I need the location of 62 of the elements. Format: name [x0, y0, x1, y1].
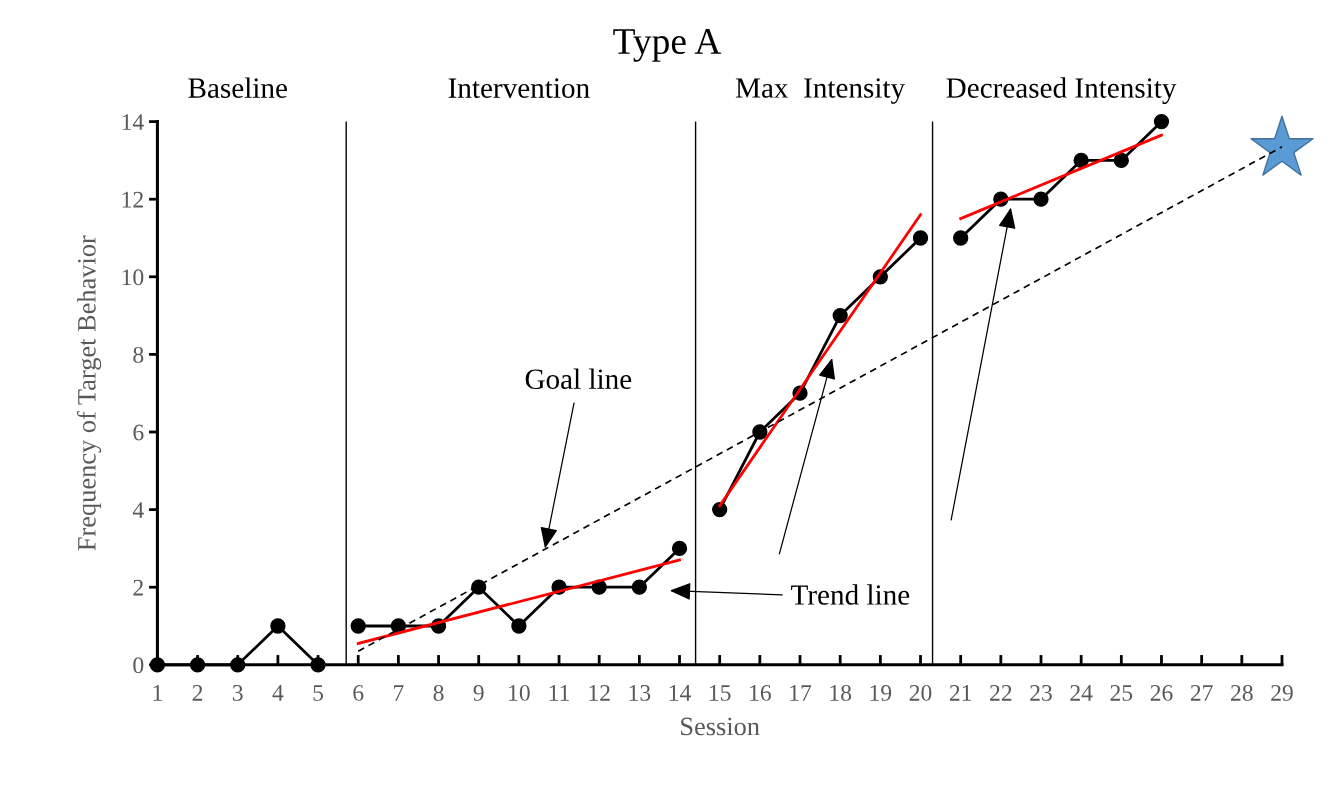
- x-tick-label: 20: [909, 684, 932, 701]
- point: [511, 618, 527, 634]
- point: [1113, 152, 1129, 169]
- x-tick-label: 29: [1271, 684, 1293, 701]
- text: Max Intensity: [735, 78, 906, 104]
- x-tick-label: 25: [1110, 684, 1133, 701]
- x-tick-label: 15: [709, 685, 731, 701]
- x-tick-label: 5: [313, 685, 324, 701]
- x-tick-label: 22: [990, 684, 1012, 701]
- point: [230, 657, 246, 673]
- x-tick-label: 16: [750, 684, 771, 701]
- x-tick-label: 4: [272, 685, 284, 701]
- y-tick-label: 8: [133, 346, 144, 363]
- y-tick-label: 12: [122, 191, 143, 208]
- point: [712, 501, 728, 518]
- point: [189, 657, 206, 673]
- y-tick-label: 4: [132, 502, 144, 518]
- x-tick-label: 28: [1231, 684, 1253, 701]
- x-axis-title: Session: [681, 717, 760, 736]
- y-tick-label: 14: [122, 114, 144, 130]
- text: Intervention: [448, 78, 590, 98]
- point: [350, 618, 366, 634]
- x-tick-label: 9: [473, 684, 484, 701]
- point: [832, 307, 848, 324]
- text: Baseline: [188, 77, 287, 98]
- x-tick-label: 27: [1190, 684, 1213, 701]
- x-tick-label: 24: [1070, 684, 1093, 701]
- x-tick-label: 8: [433, 684, 444, 701]
- x-tick-label: 12: [589, 684, 610, 701]
- y-tick-label: 0: [133, 657, 144, 674]
- y-tick-label: 10: [122, 269, 144, 286]
- point: [1033, 191, 1049, 207]
- y-axis-title: Frequency of Target Behavior: [76, 235, 102, 551]
- x-tick-label: 2: [192, 684, 203, 701]
- x-tick-label: 21: [949, 684, 972, 701]
- point: [270, 618, 286, 634]
- x-tick-label: 23: [1030, 684, 1052, 701]
- x-tick-label: 14: [669, 685, 691, 701]
- x-tick-label: 11: [549, 685, 569, 701]
- annotation: Goal line: [525, 368, 632, 390]
- point: [671, 540, 688, 557]
- point: [1153, 113, 1170, 130]
- y-tick-label: 2: [133, 579, 143, 596]
- x-tick-label: 17: [790, 685, 812, 701]
- y-tick-label: 6: [133, 424, 144, 441]
- chart-title: Type A: [613, 28, 722, 62]
- point: [953, 230, 969, 246]
- annotation: Trend line: [791, 584, 910, 605]
- x-tick-label: 13: [629, 684, 651, 701]
- x-tick-label: 18: [830, 684, 852, 701]
- x-tick-label: 19: [870, 684, 892, 701]
- point: [631, 579, 648, 595]
- point: [1073, 152, 1089, 169]
- x-tick-label: 3: [232, 684, 243, 701]
- point: [912, 230, 929, 246]
- point: [752, 424, 768, 440]
- x-tick-label: 6: [353, 684, 364, 701]
- text: Decreased Intensity: [946, 77, 1177, 104]
- x-tick-label: 7: [394, 685, 404, 701]
- x-tick-label: 26: [1150, 684, 1173, 701]
- x-tick-label: 1: [153, 685, 162, 701]
- x-tick-label: 10: [509, 684, 530, 701]
